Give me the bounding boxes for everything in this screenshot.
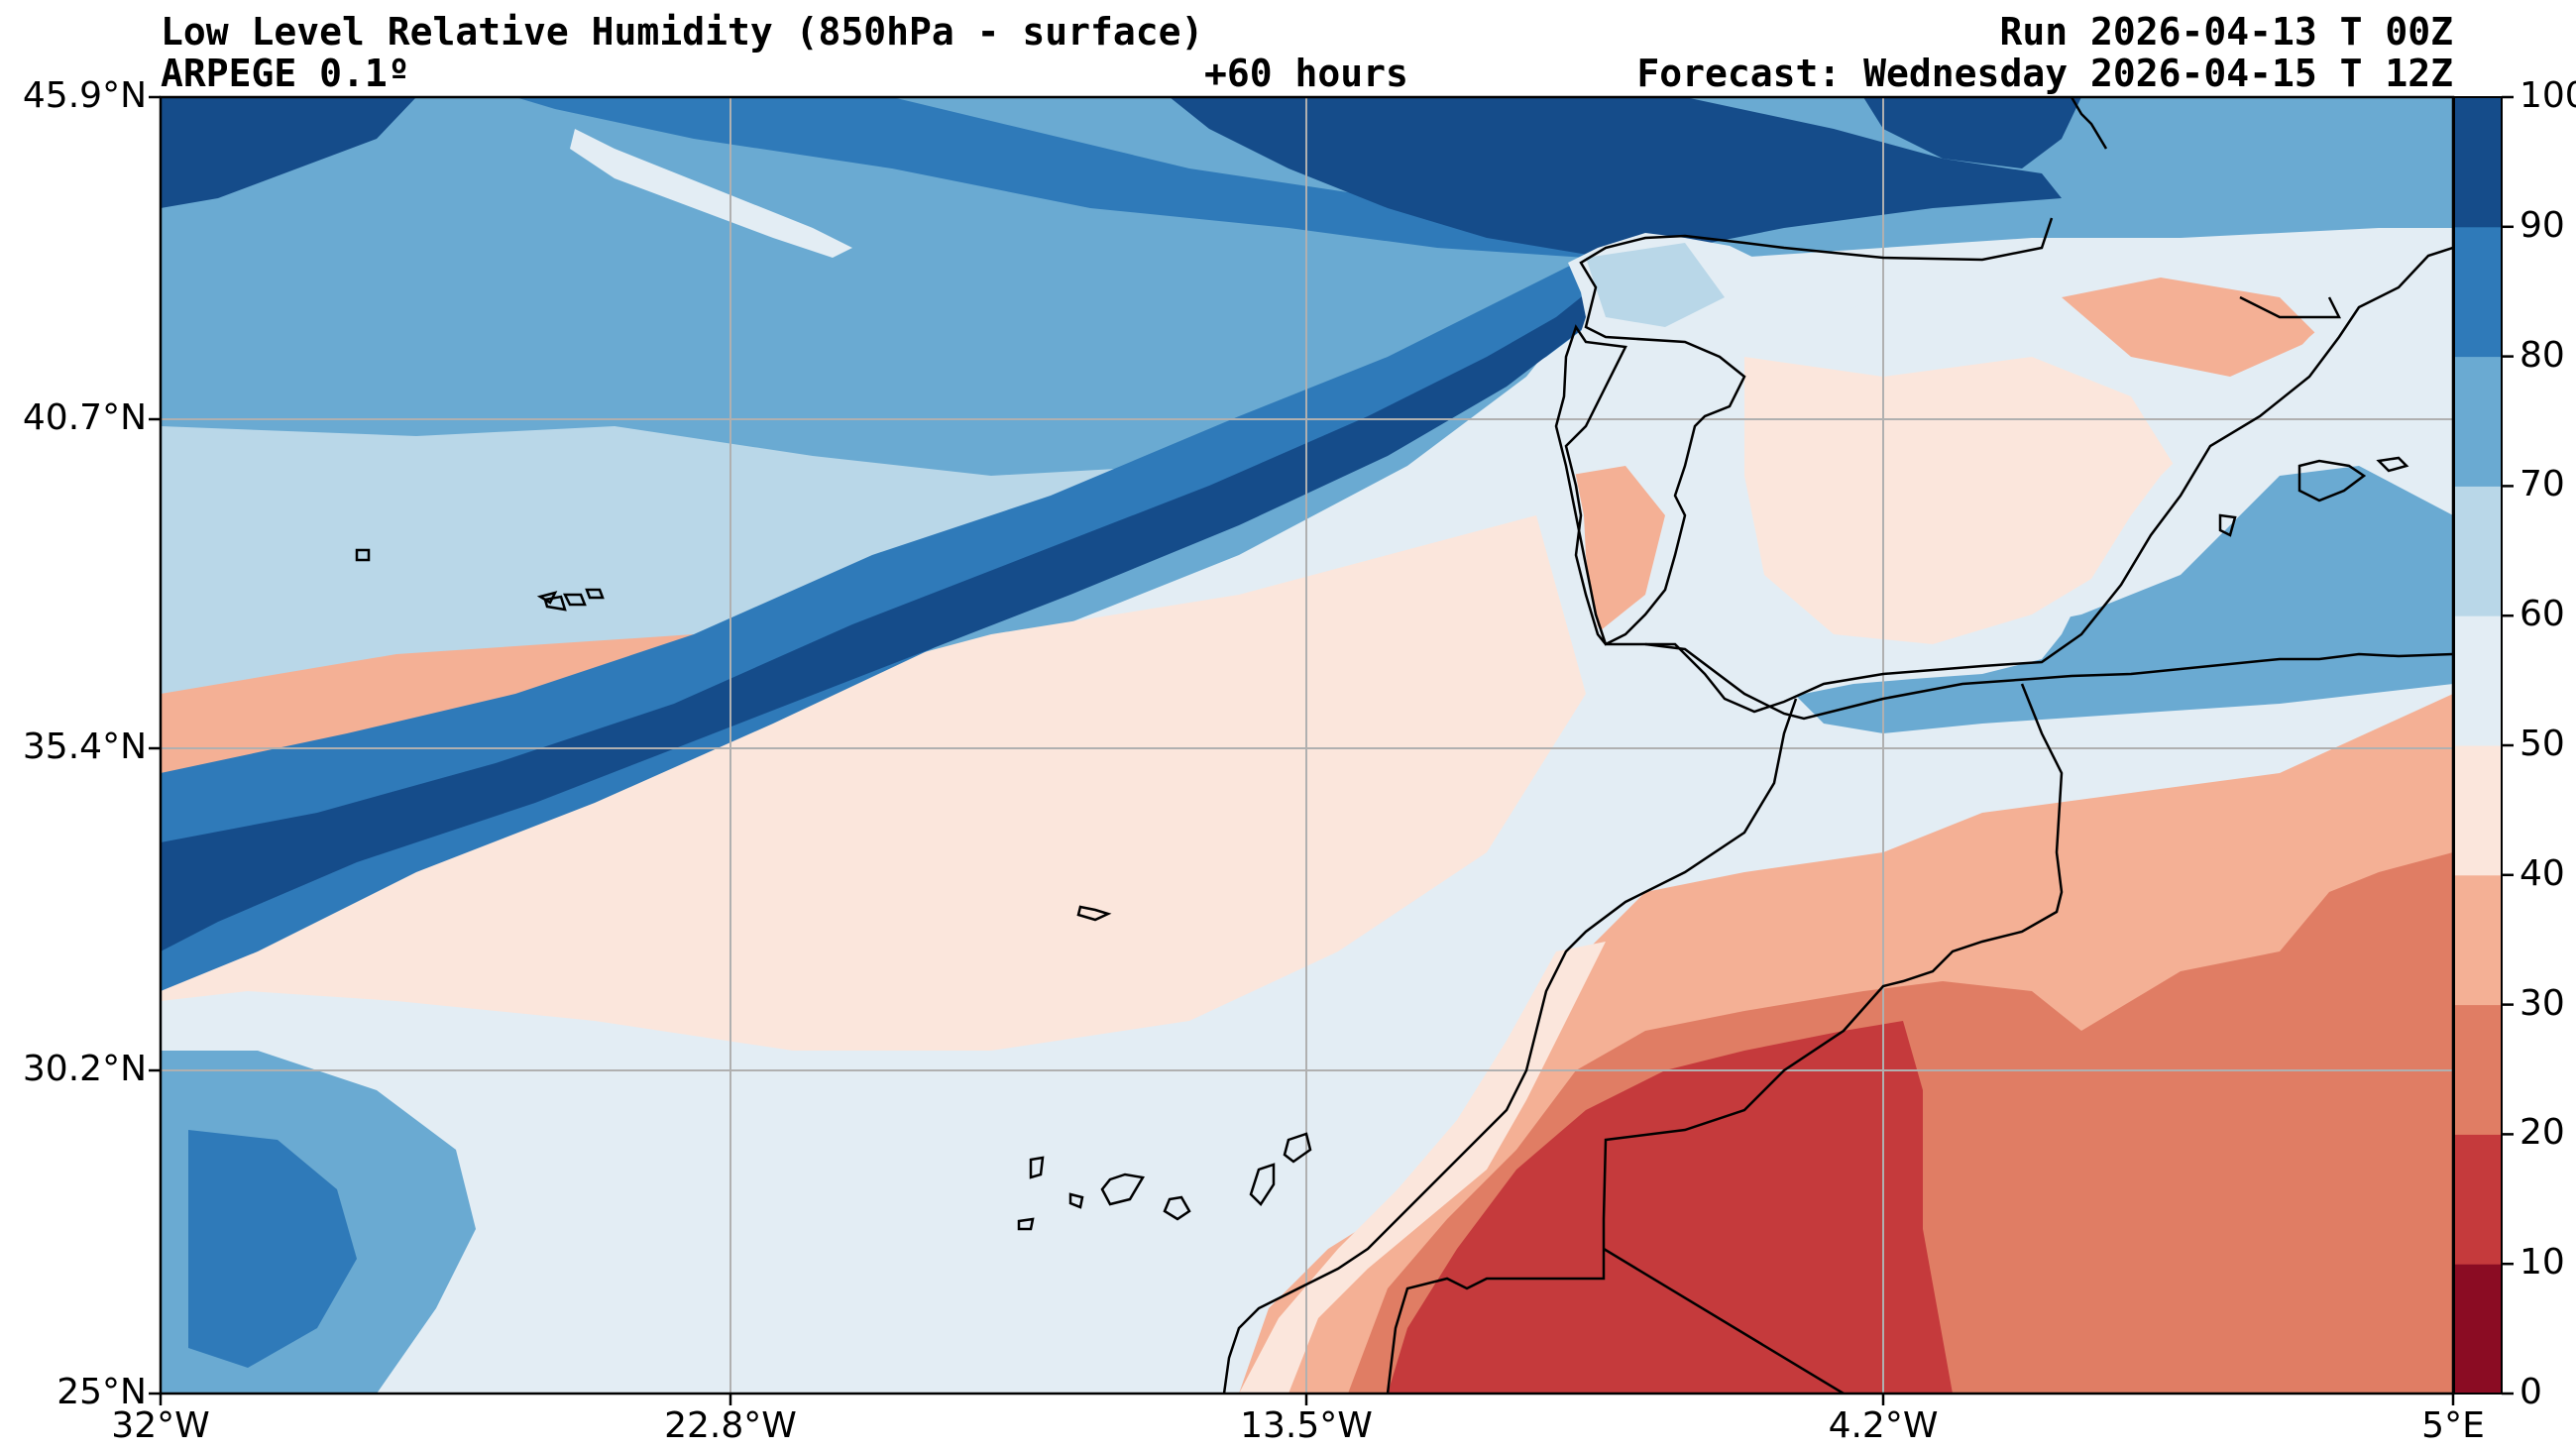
lat-label-40-7: 40.7°N bbox=[22, 397, 147, 438]
lat-label-45-9: 45.9°N bbox=[22, 75, 147, 116]
lat-label-35-4: 35.4°N bbox=[22, 726, 147, 767]
field-africa-light bbox=[1883, 842, 2329, 971]
graticule bbox=[161, 97, 2453, 1394]
lat-label-25: 25°N bbox=[56, 1372, 147, 1412]
colorbar-label: 0 bbox=[2520, 1372, 2542, 1412]
field-sw-dark bbox=[188, 1130, 357, 1368]
field-north-streak-3 bbox=[1863, 97, 2081, 168]
colorbar-label: 30 bbox=[2520, 982, 2565, 1024]
colorbar-label: 50 bbox=[2520, 724, 2565, 764]
colorbar-segment bbox=[2454, 226, 2502, 358]
colorbar-label: 80 bbox=[2520, 334, 2565, 376]
colorbar-ticks bbox=[2502, 95, 2514, 1396]
coastlines bbox=[1222, 97, 2453, 1394]
lon-label-13-5w: 13.5°W bbox=[1240, 1405, 1373, 1446]
islands bbox=[355, 456, 2409, 1231]
lon-label-32w: 32°W bbox=[111, 1405, 210, 1446]
field-coastal-light bbox=[1239, 942, 1606, 1394]
field-north-streak-1 bbox=[515, 97, 1625, 258]
colorbar-segment bbox=[2454, 615, 2502, 746]
colorbar-label: 70 bbox=[2520, 464, 2565, 505]
colorbar-segment bbox=[2454, 1004, 2502, 1135]
lat-label-30-2: 30.2°N bbox=[22, 1049, 147, 1089]
field-white-streak bbox=[570, 129, 852, 258]
colorbar-label: 20 bbox=[2520, 1112, 2565, 1154]
colorbar-label: 100 bbox=[2520, 75, 2576, 116]
axis-ticks bbox=[149, 95, 2455, 1405]
colorbar bbox=[2454, 97, 2502, 1395]
colorbar-segment bbox=[2454, 874, 2502, 1006]
field-dry-band-2 bbox=[161, 515, 1586, 1051]
field-north-streak-2 bbox=[1170, 97, 2062, 258]
colorbar-segment bbox=[2454, 1264, 2502, 1395]
colorbar-segment bbox=[2454, 745, 2502, 876]
colorbar-label: 10 bbox=[2520, 1242, 2565, 1284]
colorbar-segment bbox=[2454, 486, 2502, 616]
lead-time-label: +60 hours bbox=[1204, 52, 1408, 95]
run-label: Run 2026-04-13 T 00Z bbox=[1999, 10, 2453, 54]
colorbar-segment bbox=[2454, 1134, 2502, 1265]
colorbar-segment bbox=[2454, 97, 2502, 228]
map-title: Low Level Relative Humidity (850hPa - su… bbox=[161, 10, 1204, 54]
forecast-label: Forecast: Wednesday 2026-04-15 T 12Z bbox=[1636, 52, 2453, 95]
field-africa-20 bbox=[1388, 1021, 1953, 1394]
field-nw-dark bbox=[161, 97, 416, 208]
colorbar-label: 90 bbox=[2520, 204, 2565, 246]
model-label: ARPEGE 0.1º bbox=[161, 52, 410, 95]
colorbar-label: 60 bbox=[2520, 594, 2565, 635]
field-front-core bbox=[161, 258, 1625, 951]
colorbar-label: 40 bbox=[2520, 852, 2565, 894]
lon-label-4-2w: 4.2°W bbox=[1828, 1405, 1939, 1446]
lon-label-22-8w: 22.8°W bbox=[664, 1405, 797, 1446]
colorbar-segment bbox=[2454, 356, 2502, 487]
lon-label-5e: 5°E bbox=[2421, 1405, 2485, 1446]
